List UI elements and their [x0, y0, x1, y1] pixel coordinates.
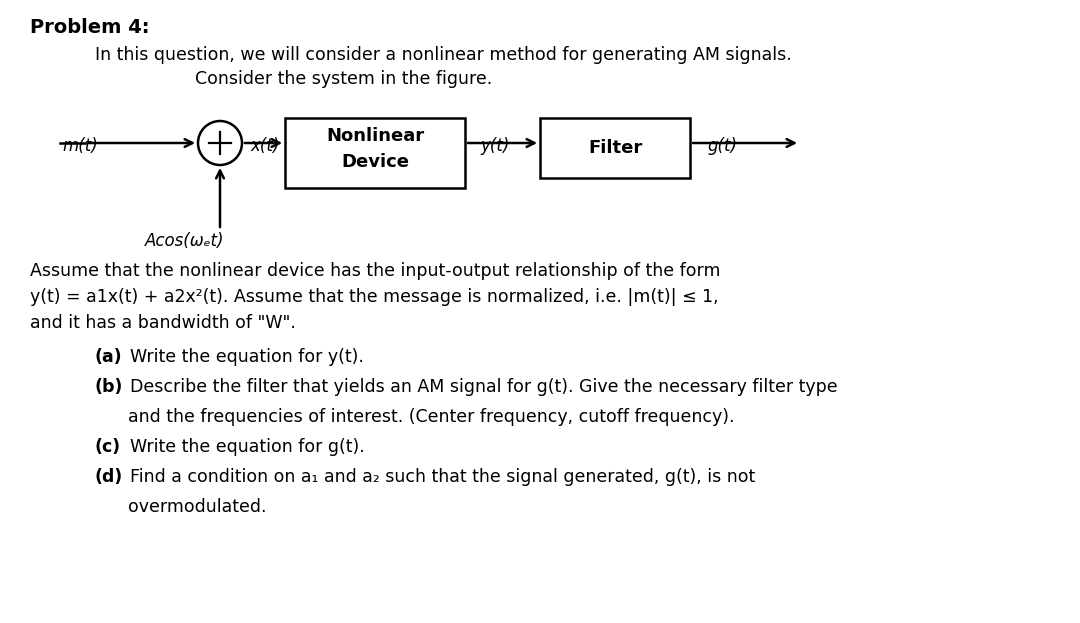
Text: y(t): y(t) — [480, 137, 510, 155]
Text: (c): (c) — [95, 438, 121, 456]
Text: (a): (a) — [95, 348, 123, 366]
Text: overmodulated.: overmodulated. — [95, 498, 267, 516]
Text: Write the equation for g(t).: Write the equation for g(t). — [119, 438, 365, 456]
Text: (d): (d) — [95, 468, 123, 486]
Text: Acos(ωₑt): Acos(ωₑt) — [145, 232, 225, 250]
Text: (b): (b) — [95, 378, 123, 396]
Text: and it has a bandwidth of "W".: and it has a bandwidth of "W". — [30, 314, 296, 332]
Text: Nonlinear: Nonlinear — [326, 127, 424, 145]
Text: and the frequencies of interest. (Center frequency, cutoff frequency).: and the frequencies of interest. (Center… — [95, 408, 734, 426]
Text: y(t) = a1x(t) + a2x²(t). Assume that the message is normalized, i.e. |m(t)| ≤ 1,: y(t) = a1x(t) + a2x²(t). Assume that the… — [30, 288, 718, 306]
Text: Device: Device — [341, 153, 409, 171]
Text: Find a condition on a₁ and a₂ such that the signal generated, g(t), is not: Find a condition on a₁ and a₂ such that … — [119, 468, 755, 486]
Text: g(t): g(t) — [707, 137, 737, 155]
Text: m(t): m(t) — [62, 137, 98, 155]
Bar — [285, 118, 465, 188]
Bar — [540, 118, 690, 178]
Text: In this question, we will consider a nonlinear method for generating AM signals.: In this question, we will consider a non… — [95, 46, 792, 64]
Text: Assume that the nonlinear device has the input-output relationship of the form: Assume that the nonlinear device has the… — [30, 262, 720, 280]
Text: x(t): x(t) — [249, 137, 280, 155]
Text: Problem 4:: Problem 4: — [30, 18, 149, 37]
Text: Describe the filter that yields an AM signal for g(t). Give the necessary filter: Describe the filter that yields an AM si… — [119, 378, 838, 396]
Text: Write the equation for y(t).: Write the equation for y(t). — [119, 348, 364, 366]
Text: Filter: Filter — [588, 139, 643, 157]
Text: Consider the system in the figure.: Consider the system in the figure. — [195, 70, 492, 88]
